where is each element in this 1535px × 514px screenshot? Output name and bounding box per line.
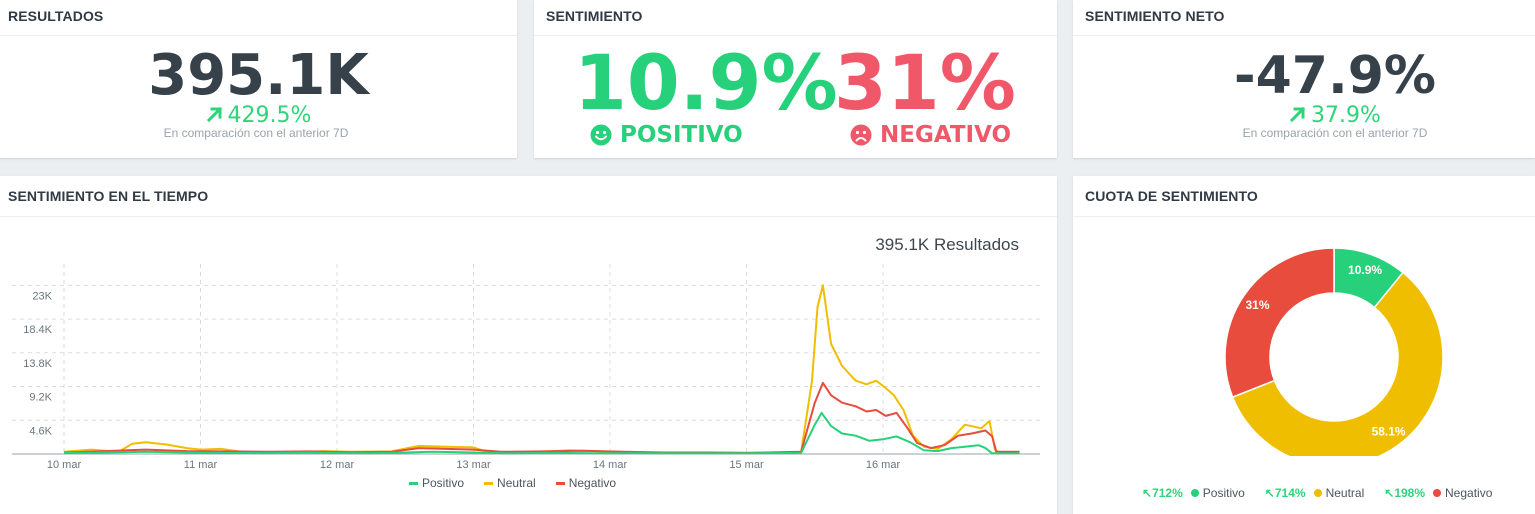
sentimiento-tiempo-title: SENTIMIENTO EN EL TIEMPO: [0, 176, 1057, 217]
donut-legend-positivo[interactable]: ↖ 712% Positivo: [1142, 486, 1245, 500]
negative-label: NEGATIVO: [850, 122, 1011, 148]
sentimiento-card: SENTIMIENTO 10.9% POSITIVO 31% NEGATIVO: [534, 0, 1057, 158]
sentimiento-neto-comparison: En comparación con el anterior 7D: [1242, 126, 1428, 140]
resultados-title: RESULTADOS: [0, 0, 517, 36]
y-tick-label: 4.6K: [29, 425, 52, 437]
arrow-up-left-icon: ↖: [1142, 486, 1153, 500]
series-line-neutral[interactable]: [63, 284, 1020, 454]
donut-legend: ↖ 712% Positivo ↖ 714% Neutral ↖ 198% Ne…: [1142, 486, 1492, 500]
y-tick-label: 13.8K: [23, 358, 52, 370]
negative-label-text: NEGATIVO: [880, 122, 1012, 148]
resultados-card: RESULTADOS 395.1K 429.5% En comparación …: [0, 0, 517, 158]
cuota-card: CUOTA DE SENTIMIENTO 10.9% 58.1% 31% ↖ 712…: [1073, 176, 1535, 514]
frown-icon: [850, 124, 872, 146]
x-tick-label: 12 mar: [320, 459, 355, 471]
line-chart: 4.6K 9.2K 13.8K 18.4K 23K 10 mar 11 mar 12 mar 1…: [12, 264, 1040, 471]
sentimiento-title: SENTIMIENTO: [534, 0, 1057, 36]
x-tick-label: 15 mar: [729, 459, 764, 471]
line-chart-legend: Positivo Neutral Negativo: [409, 476, 636, 490]
legend-label-negativo: Negativo: [568, 476, 617, 490]
donut-legend-negativo-label: Negativo: [1445, 486, 1493, 500]
legend-swatch-neutral: [484, 481, 494, 485]
smile-icon: [590, 124, 612, 146]
results-count: 395.1K Resultados: [875, 235, 1019, 254]
donut-legend-negativo[interactable]: ↖ 198% Negativo: [1384, 486, 1492, 500]
legend-item-neutral[interactable]: Neutral: [484, 476, 536, 490]
donut-legend-neutral[interactable]: ↖ 714% Neutral: [1265, 486, 1364, 500]
donut-legend-positivo-label: Positivo: [1202, 486, 1245, 500]
donut-chart: 10.9% 58.1% 31%: [1224, 247, 1444, 456]
series-line-positivo[interactable]: [63, 411, 1020, 455]
donut-slice-neutral[interactable]: [1231, 271, 1444, 456]
x-tick-label: 10 mar: [47, 459, 82, 471]
y-tick-label: 9.2K: [29, 392, 52, 404]
legend-item-positivo[interactable]: Positivo: [409, 476, 464, 490]
x-tick-label: 16 mar: [866, 459, 901, 471]
cuota-title: CUOTA DE SENTIMIENTO: [1073, 176, 1535, 217]
resultados-delta-value: 429.5%: [227, 103, 312, 128]
legend-item-negativo[interactable]: Negativo: [555, 476, 617, 490]
y-tick-label: 18.4K: [23, 324, 52, 336]
negative-value: 31%: [834, 38, 1016, 127]
donut-legend-negativo-change: 198%: [1394, 486, 1426, 500]
donut-legend-neutral-change: 714%: [1274, 486, 1306, 500]
arrow-up-left-icon: ↖: [1384, 486, 1395, 500]
x-tick-label: 11 mar: [184, 459, 218, 471]
legend-swatch-positivo: [409, 481, 418, 485]
legend-label-neutral: Neutral: [497, 476, 536, 490]
resultados-delta: 429.5%: [0, 104, 517, 128]
x-tick-label: 13 mar: [456, 459, 491, 471]
sentimiento-neto-delta-value: 37.9%: [1311, 103, 1381, 128]
legend-label-positivo: Positivo: [422, 476, 465, 490]
donut-legend-positivo-change: 712%: [1152, 486, 1183, 500]
sentimiento-tiempo-card: SENTIMIENTO EN EL TIEMPO 395.1K Resultad…: [0, 176, 1057, 514]
arrow-up-right-icon: [206, 106, 222, 123]
positive-value: 10.9%: [574, 38, 838, 127]
x-tick-label: 14 mar: [593, 459, 628, 471]
resultados-value: 395.1K: [148, 43, 369, 108]
sentimiento-neto-card: SENTIMIENTO NETO -47.9% 37.9% En compara…: [1073, 0, 1535, 158]
donut-slice-negativo[interactable]: [1224, 247, 1335, 399]
dot-positivo-icon: [1190, 489, 1199, 497]
series-line-negativo[interactable]: [63, 381, 1020, 454]
positive-label: POSITIVO: [590, 122, 743, 148]
arrow-up-left-icon: ↖: [1264, 486, 1275, 500]
y-tick-label: 23K: [32, 290, 52, 302]
donut-legend-neutral-label: Neutral: [1325, 486, 1365, 500]
arrow-up-right-icon: [1289, 106, 1306, 123]
sentimiento-neto-value: -47.9%: [1234, 46, 1436, 106]
positive-label-text: POSITIVO: [620, 122, 743, 148]
donut-label-neutral: 58.1%: [1372, 425, 1406, 439]
legend-swatch-negativo: [555, 481, 565, 485]
donut-label-negativo: 31%: [1245, 298, 1269, 312]
dot-neutral-icon: [1313, 489, 1322, 497]
sentimiento-neto-delta: 37.9%: [1073, 104, 1535, 128]
donut-label-positivo: 10.9%: [1348, 263, 1382, 277]
sentimiento-neto-title: SENTIMIENTO NETO: [1073, 0, 1535, 36]
dot-negativo-icon: [1433, 489, 1442, 497]
resultados-comparison: En comparación con el anterior 7D: [163, 126, 349, 140]
